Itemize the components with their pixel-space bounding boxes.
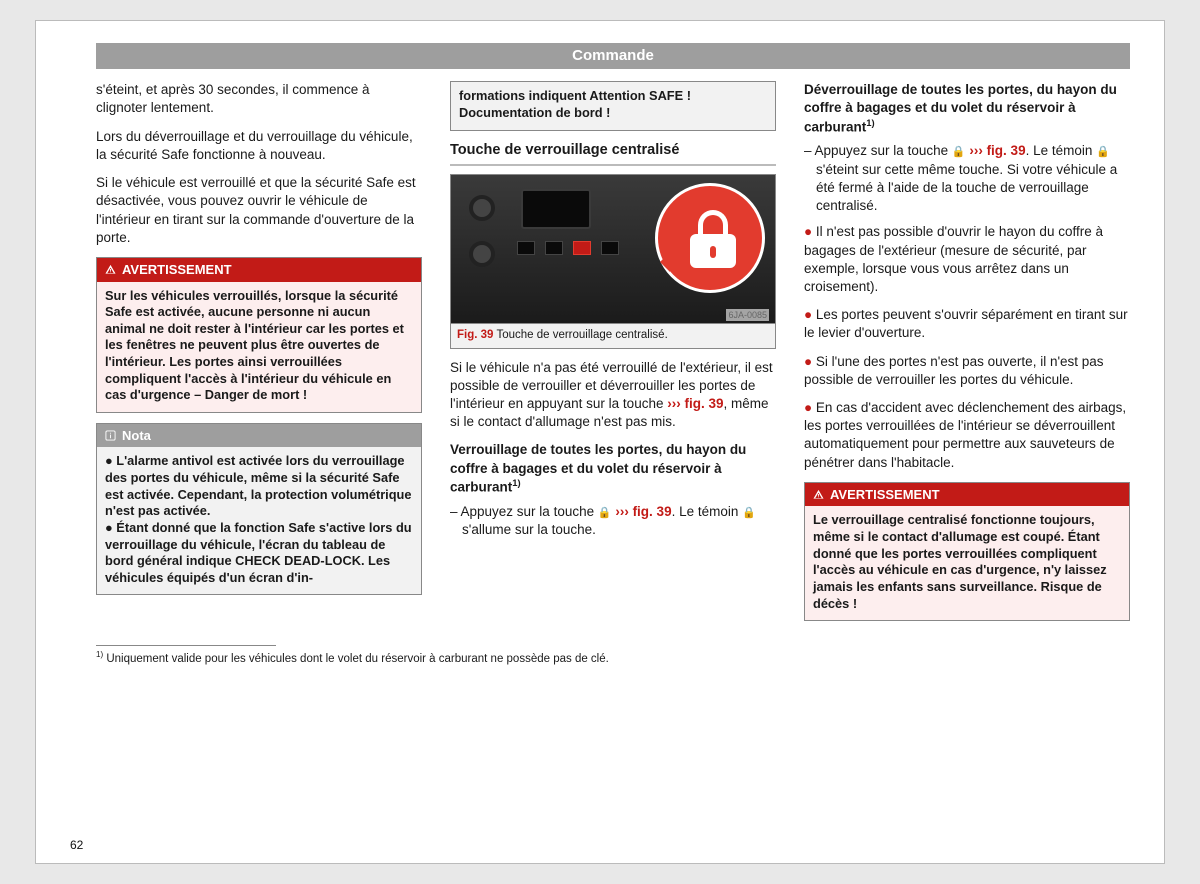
- note-title: Nota: [97, 424, 421, 448]
- note-body-cont: formations indiquent Attention SAFE ! Do…: [451, 82, 775, 129]
- warning-triangle-icon: [813, 489, 824, 500]
- note-continuation: formations indiquent Attention SAFE ! Do…: [450, 81, 776, 130]
- warning-label: AVERTISSEMENT: [122, 261, 232, 279]
- warning-triangle-icon: [105, 264, 116, 275]
- bullet: ● Si l'une des portes n'est pas ouverte,…: [804, 353, 1130, 389]
- lock-icon: 🔒: [952, 146, 966, 158]
- callout-bubble: [655, 183, 765, 293]
- image-ref: 6JA-0085: [726, 309, 769, 321]
- paragraph: s'éteint, et après 30 secondes, il comme…: [96, 81, 422, 117]
- warning-box: AVERTISSEMENT Sur les véhicules verrouil…: [96, 257, 422, 413]
- figure-caption-text: Touche de verrouillage centralisé.: [496, 329, 667, 341]
- padlock-icon: [690, 210, 736, 268]
- cross-ref: ››› fig. 39: [615, 504, 671, 519]
- note-bullet: ● L'alarme antivol est activée lors du v…: [105, 453, 413, 520]
- bullet: ● Il n'est pas possible d'ouvrir le hayo…: [804, 223, 1130, 296]
- manual-page: Commande s'éteint, et après 30 secondes,…: [35, 20, 1165, 864]
- column-2: formations indiquent Attention SAFE ! Do…: [450, 81, 776, 631]
- content-columns: s'éteint, et après 30 secondes, il comme…: [96, 81, 1130, 631]
- warning-title: AVERTISSEMENT: [805, 483, 1129, 507]
- paragraph: Lors du déverrouillage et du verrouillag…: [96, 128, 422, 164]
- bullet: ● Les portes peuvent s'ouvrir séparément…: [804, 306, 1130, 342]
- column-3: Déverrouillage de toutes les portes, du …: [804, 81, 1130, 631]
- footnote: 1) Uniquement valide pour les véhicules …: [96, 650, 1130, 667]
- cross-ref: ››› fig. 39: [969, 143, 1025, 158]
- page-number: 62: [70, 837, 83, 853]
- warning-body: Sur les véhicules verrouillés, lorsque l…: [97, 282, 421, 412]
- column-1: s'éteint, et après 30 secondes, il comme…: [96, 81, 422, 631]
- note-box: Nota ● L'alarme antivol est activée lors…: [96, 423, 422, 596]
- info-icon: [105, 430, 116, 441]
- lock-icon: 🔒: [598, 507, 612, 519]
- page-section-header: Commande: [96, 43, 1130, 69]
- figure-number: Fig. 39: [457, 329, 493, 341]
- list-item: – Appuyez sur la touche 🔒 ››› fig. 39. L…: [450, 503, 776, 539]
- lock-icon: 🔒: [1096, 146, 1110, 158]
- note-bullet: ● Étant donné que la fonction Safe s'act…: [105, 520, 413, 587]
- warning-label: AVERTISSEMENT: [830, 486, 940, 504]
- figure-39: 6JA-0085: [450, 174, 776, 324]
- list-item: – Appuyez sur la touche 🔒 ››› fig. 39. L…: [804, 142, 1130, 215]
- cross-ref: ››› fig. 39: [667, 396, 723, 411]
- paragraph: Si le véhicule n'a pas été verrouillé de…: [450, 359, 776, 432]
- warning-box: AVERTISSEMENT Le verrouillage centralisé…: [804, 482, 1130, 621]
- footnote-separator: [96, 645, 276, 646]
- lock-icon: 🔒: [742, 507, 756, 519]
- sub-heading: Verrouillage de toutes les portes, du ha…: [450, 441, 776, 496]
- warning-body: Le verrouillage centralisé fonctionne to…: [805, 506, 1129, 620]
- figure-caption: Fig. 39 Touche de verrouillage centralis…: [450, 324, 776, 349]
- paragraph: Si le véhicule est verrouillé et que la …: [96, 174, 422, 247]
- section-heading: Touche de verrouillage centralisé: [450, 141, 776, 167]
- warning-title: AVERTISSEMENT: [97, 258, 421, 282]
- bullet: ● En cas d'accident avec déclenchement d…: [804, 399, 1130, 472]
- note-body: ● L'alarme antivol est activée lors du v…: [97, 447, 421, 594]
- note-label: Nota: [122, 427, 151, 445]
- sub-heading: Déverrouillage de toutes les portes, du …: [804, 81, 1130, 136]
